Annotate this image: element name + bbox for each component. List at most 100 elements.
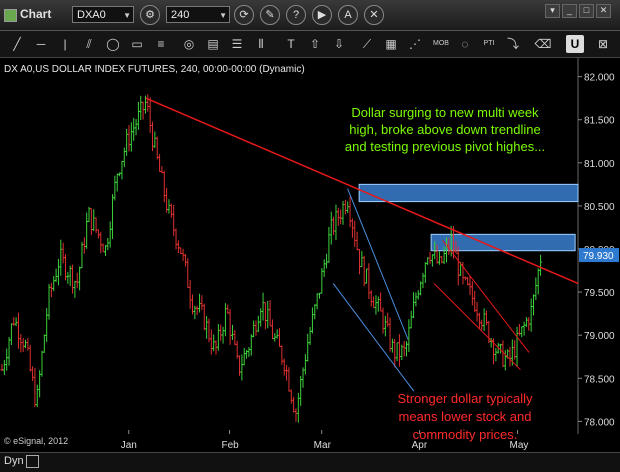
ohlc-bar: [275, 329, 279, 339]
ohlc-bar: [85, 212, 89, 249]
ohlc-bar: [56, 258, 60, 286]
ohlc-bar: [167, 199, 171, 214]
ohlc-bar: [35, 384, 39, 408]
gann-tool-icon[interactable]: ⟋: [362, 37, 372, 51]
settings-icon[interactable]: ⚙: [140, 5, 160, 25]
tools-icon[interactable]: ✕: [364, 5, 384, 25]
ohlc-bar: [287, 367, 291, 392]
resistance-zone: [358, 183, 579, 203]
price-chart[interactable]: 82.00081.50081.00080.50080.00079.50079.0…: [0, 58, 620, 452]
fibonacci-tool-icon[interactable]: ≡: [157, 37, 165, 51]
ohlc-bar: [296, 392, 300, 423]
ohlc-bar: [78, 266, 82, 291]
rectangle-tool-icon[interactable]: ▭: [131, 37, 143, 51]
delete-tool-icon[interactable]: ⊠: [597, 37, 609, 51]
ohlc-bar: [480, 319, 484, 331]
chevron-down-icon[interactable]: ▼: [219, 11, 227, 20]
bars-tool-icon[interactable]: ☰: [231, 37, 243, 51]
line-tool-icon[interactable]: ╱: [13, 37, 21, 51]
columns-tool-icon[interactable]: ⦀: [258, 37, 264, 51]
chevron-down-icon[interactable]: ▼: [123, 11, 131, 20]
maximize-icon[interactable]: □: [579, 4, 594, 18]
circle-tool-icon[interactable]: ◌: [461, 37, 469, 51]
help-icon[interactable]: ?: [286, 5, 306, 25]
ohlc-bar: [165, 187, 169, 213]
target-tool-icon[interactable]: ◎: [183, 37, 195, 51]
refresh-icon[interactable]: ⟳: [234, 5, 254, 25]
y-tick-label: 81.500: [584, 116, 615, 127]
ohlc-bar: [430, 254, 434, 267]
channel-tool-icon[interactable]: ⫽: [86, 37, 92, 51]
ohlc-bar: [372, 296, 376, 308]
ohlc-bar: [132, 117, 136, 141]
mob-tool[interactable]: MOB: [433, 40, 449, 47]
ohlc-bar: [270, 319, 274, 340]
eraser-tool-icon[interactable]: ⌫: [534, 37, 552, 51]
ellipse-tool-icon[interactable]: ◯: [106, 37, 120, 51]
ohlc-bar: [113, 175, 117, 201]
ohlc-bar: [80, 241, 84, 269]
interval-input[interactable]: 240 ▼: [166, 6, 230, 23]
ohlc-bar: [148, 97, 152, 133]
ohlc-bar: [529, 298, 533, 332]
grid-pattern-tool-icon[interactable]: ▦: [385, 37, 397, 51]
status-bar: Dyn: [0, 452, 620, 472]
x-tick-label: Feb: [222, 440, 240, 451]
grid-tool-icon[interactable]: ▤: [207, 37, 219, 51]
ohlc-bar: [310, 307, 314, 334]
y-tick-label: 78.500: [584, 374, 615, 385]
ohlc-bar: [125, 128, 129, 156]
ohlc-bar: [230, 324, 234, 340]
ohlc-bar: [437, 251, 441, 265]
chart-area[interactable]: 82.00081.50081.00080.50080.00079.50079.0…: [0, 58, 620, 458]
ohlc-bar: [129, 122, 133, 152]
annotation-top-line: and testing previous pivot highes...: [345, 139, 545, 154]
ohlc-bar: [26, 337, 30, 351]
ohlc-bar: [522, 321, 526, 336]
ohlc-bar: [106, 237, 110, 251]
text-tool-icon[interactable]: T: [287, 37, 295, 51]
ohlc-bar: [94, 217, 98, 233]
ohlc-bar: [402, 341, 406, 357]
ohlc-bar: [334, 204, 338, 241]
minimize-icon[interactable]: _: [562, 4, 577, 18]
ohlc-bar: [524, 317, 528, 327]
resistance-zone: [430, 233, 576, 252]
pti-tool[interactable]: PTI: [483, 40, 495, 47]
minor-trendline-lower: [433, 283, 521, 371]
alert-icon[interactable]: A: [338, 5, 358, 25]
annotation-bottom-line: Stronger dollar typically: [397, 391, 533, 406]
time-axis: Jan Feb Mar Apr May: [121, 430, 528, 451]
dynamic-mode[interactable]: Dyn: [4, 455, 24, 467]
ohlc-bar: [470, 281, 474, 306]
ohlc-bar: [515, 326, 519, 367]
dynamic-checkbox[interactable]: [26, 455, 39, 468]
ohlc-bar: [7, 336, 11, 366]
magnet-tool-icon[interactable]: U: [566, 35, 584, 53]
ohlc-bar: [508, 346, 512, 367]
ray-tool-icon[interactable]: ─: [36, 37, 46, 51]
ohlc-bar: [127, 125, 131, 152]
symbol-input[interactable]: DXA0 ▼: [72, 6, 134, 23]
pattern-tool-icon[interactable]: ⋰: [409, 37, 421, 51]
ohlc-bar: [414, 292, 418, 307]
price-axis[interactable]: 82.00081.50081.00080.50080.00079.50079.0…: [577, 58, 615, 434]
down-arrow-tool-icon[interactable]: ⇩: [333, 37, 345, 51]
close-icon[interactable]: ✕: [596, 4, 611, 18]
dropdown-window-icon[interactable]: ▾: [545, 4, 560, 18]
ohlc-bar: [103, 245, 107, 256]
up-arrow-tool-icon[interactable]: ⇧: [309, 37, 321, 51]
last-price-tag: 79.930: [579, 248, 619, 263]
play-icon[interactable]: ▶: [312, 5, 332, 25]
ohlc-bar: [412, 292, 416, 319]
ohlc-bar: [9, 323, 13, 346]
zoom-tool-icon[interactable]: ⤵: [506, 37, 519, 51]
ray-horizontal-icon[interactable]: |: [63, 37, 67, 51]
pencil-icon[interactable]: ✎: [260, 5, 280, 25]
x-tick-label: Mar: [314, 440, 332, 451]
ohlc-bar: [353, 220, 357, 247]
ohlc-bar: [395, 342, 399, 362]
ohlc-bar: [174, 228, 178, 250]
ohlc-bar: [355, 231, 359, 251]
ohlc-bar: [520, 326, 524, 338]
